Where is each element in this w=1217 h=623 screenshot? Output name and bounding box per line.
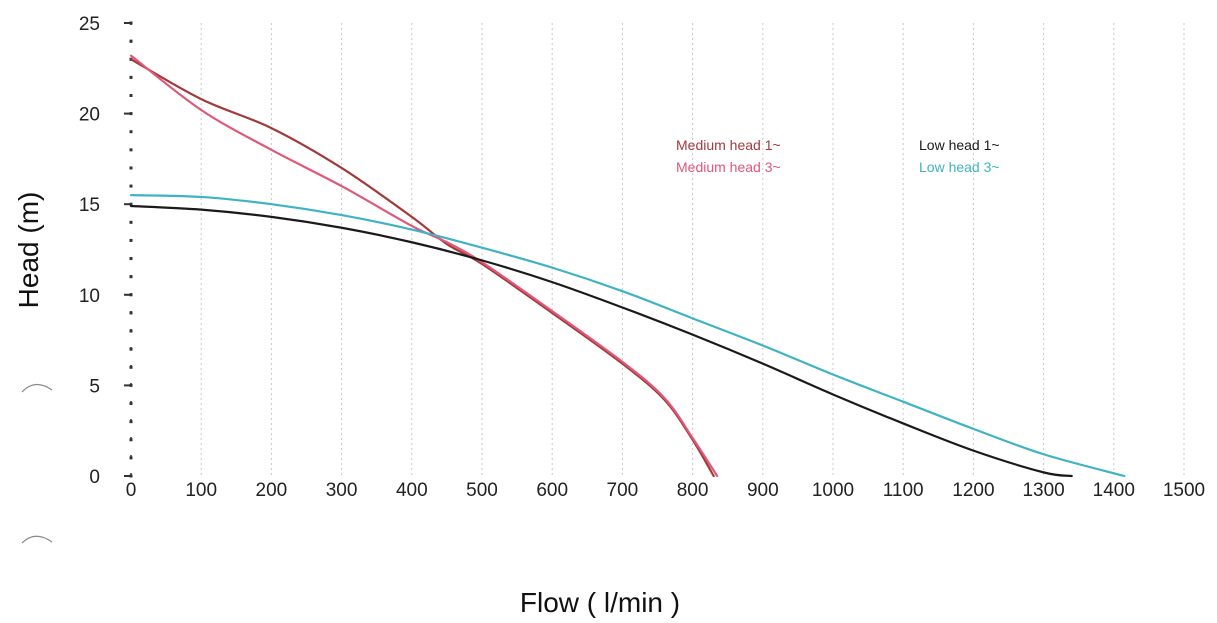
y-tick-label: 20 [79, 105, 100, 126]
x-tick-label: 200 [256, 480, 288, 501]
x-tick-label: 300 [326, 480, 358, 501]
y-minor-tick [129, 148, 133, 152]
y-minor-tick [129, 402, 133, 406]
y-tick-label: 25 [79, 14, 100, 35]
y-minor-tick [129, 220, 133, 224]
x-tick-label: 600 [536, 480, 568, 501]
x-axis-title: Flow ( l/min ) [520, 587, 680, 618]
series-line-2 [129, 204, 1073, 478]
legend-entry-3: Low head 3~ [919, 159, 1000, 175]
legend: Medium head 1~ Medium head 3~ Low head 1~ L… [676, 137, 1000, 175]
scan-artifact-mark [21, 383, 53, 393]
y-tick-label: 10 [79, 286, 100, 307]
series-layer [129, 54, 1126, 478]
legend-entry-2: Low head 1~ [919, 137, 1000, 153]
x-tick-label: 1100 [883, 480, 924, 501]
x-tick-label: 1300 [1022, 480, 1064, 501]
y-minor-tick [129, 365, 133, 369]
x-tick-label: 1000 [812, 480, 854, 501]
y-minor-tick [129, 329, 133, 333]
x-tick-label: 0 [126, 480, 137, 501]
x-tick-label: 1400 [1093, 480, 1135, 501]
y-minor-tick [129, 438, 133, 442]
legend-entry-1: Medium head 3~ [676, 159, 781, 175]
y-tick-label: 5 [89, 376, 100, 397]
series-line-0 [129, 58, 715, 478]
y-minor-tick [129, 166, 133, 170]
axis-layer: 0 100 200 300 400 500 600 700 800 900 1000 1100 1200… [79, 14, 1205, 501]
y-minor-tick [129, 130, 133, 134]
x-tick-label: 900 [747, 480, 779, 501]
x-tick-label: 500 [466, 480, 498, 501]
y-minor-tick [129, 257, 133, 261]
y-tick-label: 0 [89, 467, 100, 488]
y-minor-tick [129, 93, 133, 97]
x-tick-label: 100 [185, 480, 217, 501]
y-minor-tick [129, 39, 133, 43]
y-minor-tick [129, 184, 133, 188]
y-minor-tick [129, 420, 133, 424]
y-minor-tick [129, 275, 133, 279]
legend-entry-0: Medium head 1~ [676, 137, 781, 153]
scan-artifact-mark [21, 535, 53, 544]
x-tick-label: 1500 [1163, 480, 1205, 501]
y-axis-title: Head (m) [13, 192, 44, 309]
y-minor-tick [129, 347, 133, 351]
series-line-1 [129, 54, 719, 478]
y-minor-tick [129, 75, 133, 79]
x-tick-label: 700 [607, 480, 639, 501]
grid-layer [200, 23, 1185, 476]
x-tick-label: 400 [396, 480, 428, 501]
y-tick-label: 15 [79, 195, 100, 216]
x-tick-label: 1200 [952, 480, 994, 501]
series-line-3 [129, 194, 1126, 478]
y-minor-tick [129, 311, 133, 315]
y-minor-tick [129, 238, 133, 242]
y-minor-tick [129, 456, 133, 460]
x-tick-label: 800 [677, 480, 709, 501]
